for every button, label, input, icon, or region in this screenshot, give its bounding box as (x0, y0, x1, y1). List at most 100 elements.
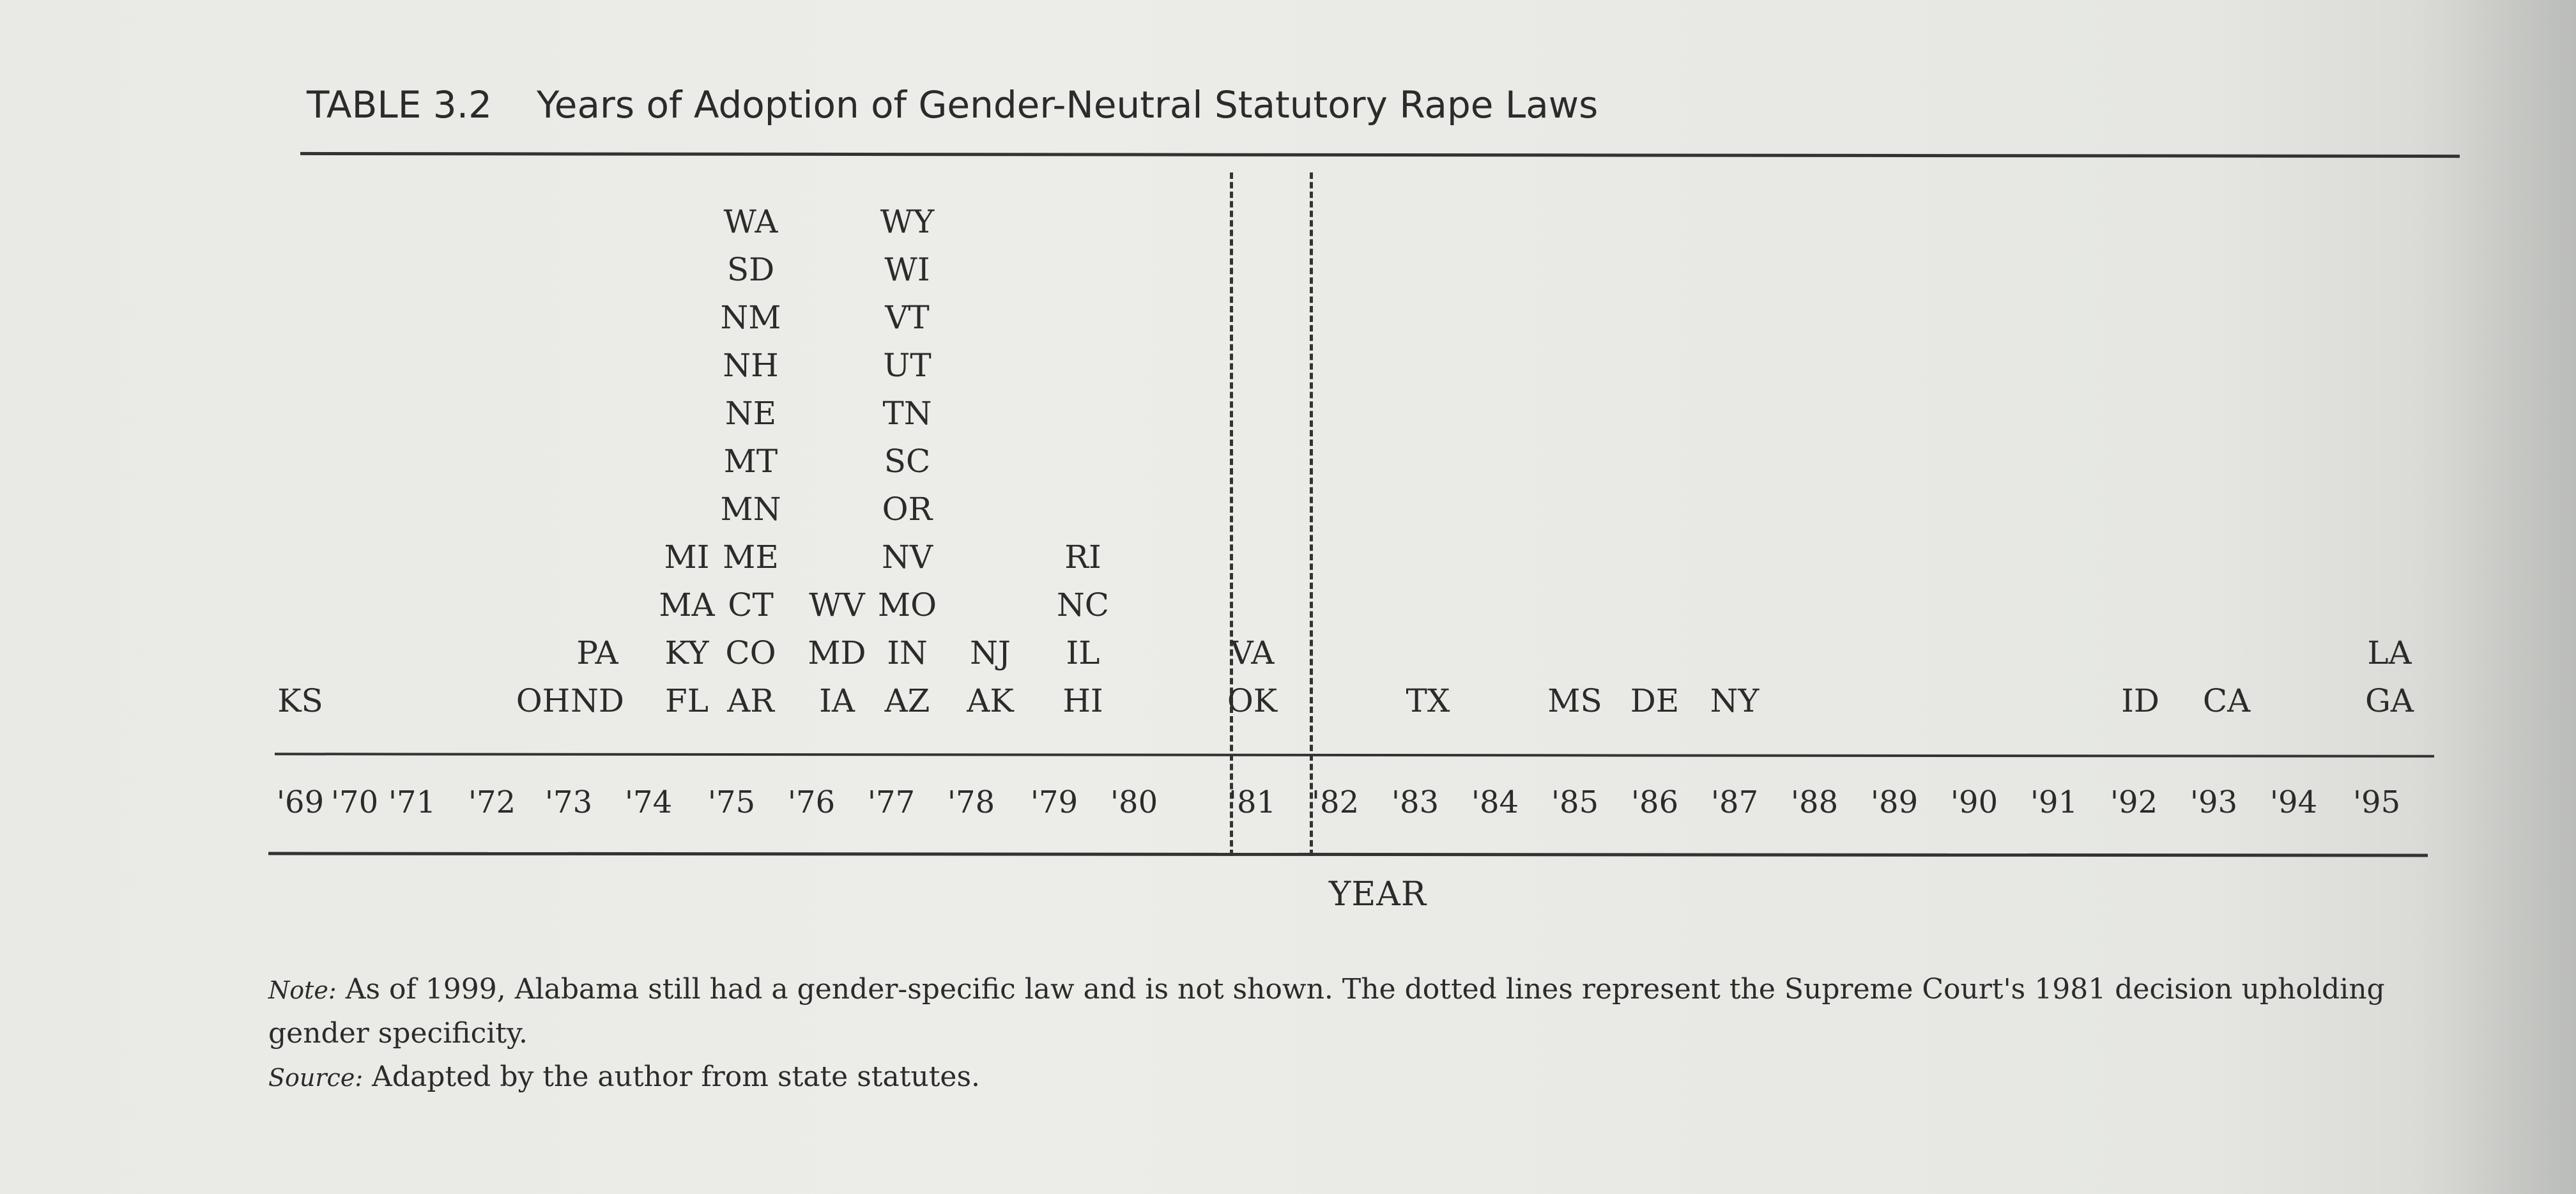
state-code: AZ (884, 682, 930, 719)
state-code: WA (723, 203, 778, 240)
state-code: VA (1230, 634, 1275, 671)
year-column: KS (236, 677, 364, 725)
state-code: IA (819, 682, 855, 719)
axis-label: YEAR (1329, 875, 1427, 914)
year-column: NJ AK (926, 629, 1054, 725)
year-tick: '86 (1630, 785, 1679, 820)
state-code: ND (571, 682, 624, 719)
state-code: SD (726, 251, 775, 288)
state-code: MS (1547, 682, 1602, 719)
state-code: RI (1064, 539, 1101, 576)
note-paragraph: Note: As of 1999, Alabama still had a ge… (268, 968, 2441, 1055)
state-code: AR (727, 682, 774, 719)
year-tick: '88 (1790, 785, 1839, 820)
year-column: NY (1671, 677, 1798, 725)
note-label: Note: (268, 976, 337, 1004)
state-code: NC (1056, 586, 1109, 624)
state-code: UT (883, 347, 931, 384)
state-code: CO (725, 634, 776, 671)
state-code: KS (277, 682, 323, 719)
state-code: NJ (970, 634, 1011, 671)
state-code: GA (2365, 682, 2414, 719)
year-tick: '93 (2189, 785, 2238, 820)
year-tick: '69 (276, 785, 325, 820)
year-tick: '81 (1228, 785, 1276, 820)
state-code: MO (877, 586, 937, 624)
state-code: MI (664, 539, 710, 576)
page-edge-shadow (2410, 0, 2576, 1194)
state-code: WI (884, 251, 930, 288)
year-column: RI NC IL HI (1019, 533, 1147, 725)
state-code: ME (723, 539, 779, 576)
year-tick: '80 (1110, 785, 1158, 820)
state-code: LA (2367, 634, 2412, 671)
year-column: LA GA (2326, 629, 2453, 725)
state-code: TN (882, 395, 932, 432)
year-column: WY WI VT UT TN SC OR NV MO IN AZ (843, 198, 971, 725)
state-code: HI (1062, 682, 1103, 719)
year-tick: '75 (707, 785, 756, 820)
state-code: OH (516, 682, 571, 719)
state-code: MA (659, 586, 715, 624)
state-code: CA (2202, 682, 2251, 719)
year-tick: '89 (1870, 785, 1919, 820)
state-code: OR (882, 491, 933, 528)
year-tick: '78 (947, 785, 995, 820)
year-tick: '77 (867, 785, 916, 820)
year-tick: '84 (1471, 785, 1519, 820)
year-tick: '74 (624, 785, 673, 820)
source-label: Source: (268, 1064, 364, 1092)
state-code: MD (808, 634, 866, 671)
state-code: ID (2121, 682, 2159, 719)
state-code: KY (664, 634, 709, 671)
year-column: DE (1591, 677, 1719, 725)
year-column: WV MD IA (773, 581, 901, 725)
state-code: IN (887, 634, 928, 671)
year-column: ID (2076, 677, 2204, 725)
year-column: OH (479, 677, 607, 725)
top-rule (300, 151, 2460, 158)
table-label: TABLE 3.2 (307, 83, 493, 126)
year-column: VA OK (1188, 629, 1316, 725)
state-code: NE (724, 395, 777, 432)
state-code: FL (665, 682, 709, 719)
state-code: AK (967, 682, 1014, 719)
state-code: OK (1227, 682, 1278, 719)
year-tick: '79 (1030, 785, 1078, 820)
year-tick: '71 (388, 785, 436, 820)
year-tick: '90 (1950, 785, 1998, 820)
year-tick: '87 (1710, 785, 1759, 820)
year-tick: '92 (2110, 785, 2158, 820)
dotted-line-1981-right (1310, 172, 1313, 856)
year-tick: '91 (2030, 785, 2078, 820)
table-title-row: TABLE 3.2 Years of Adoption of Gender-Neu… (307, 83, 1598, 126)
state-code: MT (723, 443, 778, 480)
year-tick: '95 (2352, 785, 2401, 820)
year-tick: '72 (468, 785, 516, 820)
year-tick: '85 (1551, 785, 1599, 820)
year-column: MI MA KY FL (623, 533, 751, 725)
year-tick: '73 (544, 785, 593, 820)
bottom-rule (268, 852, 2428, 857)
state-code: DE (1630, 682, 1680, 719)
state-code: IL (1066, 634, 1100, 671)
year-tick: '83 (1391, 785, 1439, 820)
state-code: CT (728, 586, 774, 624)
notes-block: Note: As of 1999, Alabama still had a ge… (268, 968, 2441, 1099)
source-paragraph: Source: Adapted by the author from state… (268, 1055, 2441, 1099)
dotted-line-1981-left (1230, 172, 1233, 856)
state-code: NH (723, 347, 779, 384)
year-column: TX (1364, 677, 1492, 725)
state-code: WY (880, 203, 935, 240)
axis-rule (274, 753, 2435, 758)
state-code: NM (720, 299, 781, 336)
year-column: CA (2163, 677, 2290, 725)
state-code: MN (720, 491, 781, 528)
year-column: PA ND (533, 629, 661, 725)
year-tick: '70 (330, 785, 379, 820)
year-tick: '82 (1311, 785, 1360, 820)
state-code: NV (882, 539, 933, 576)
source-text: Adapted by the author from state statute… (372, 1060, 981, 1093)
year-tick: '76 (787, 785, 836, 820)
state-code: TX (1406, 682, 1450, 719)
